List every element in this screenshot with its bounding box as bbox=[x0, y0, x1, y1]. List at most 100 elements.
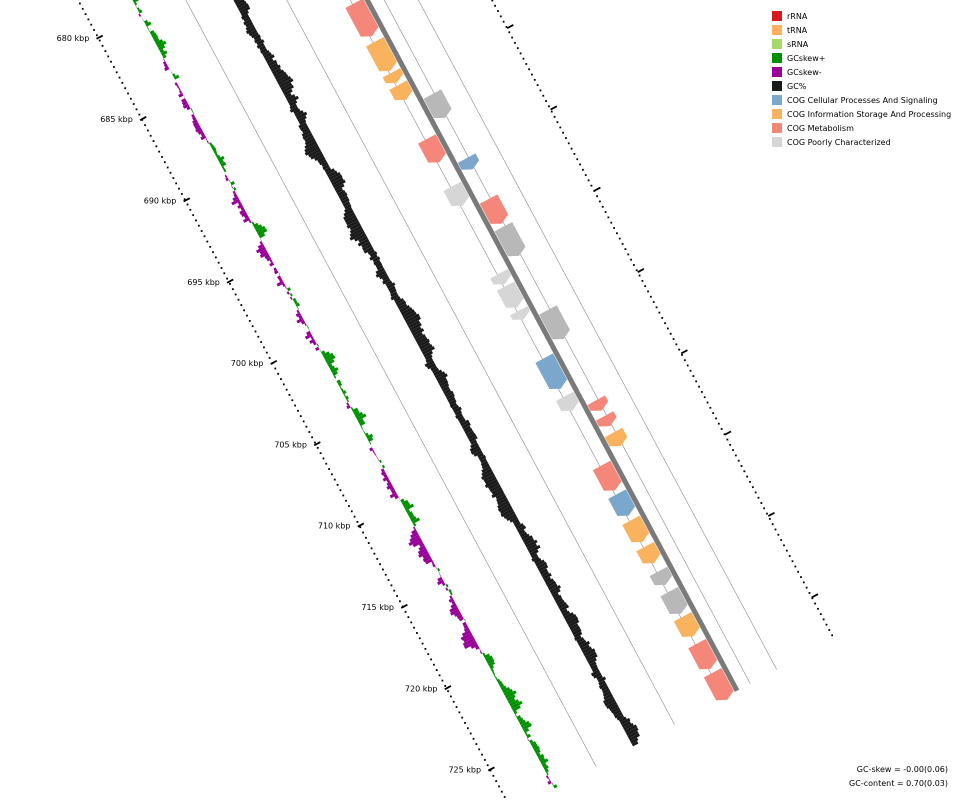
gc-skew-bar bbox=[377, 457, 379, 461]
tick-label: 685 kbp bbox=[100, 115, 133, 124]
tick-dot bbox=[248, 320, 251, 322]
tick-dot bbox=[819, 613, 822, 616]
gc-content-bar bbox=[608, 703, 619, 711]
tick-dot bbox=[365, 536, 367, 539]
tick-dot bbox=[186, 203, 189, 206]
gc-skew-bar bbox=[296, 306, 299, 310]
gc-skew-bar bbox=[460, 632, 473, 641]
gc-content-bar bbox=[597, 676, 607, 683]
tick-dot bbox=[481, 753, 483, 756]
gc-content-bar bbox=[424, 360, 435, 368]
tick-dot bbox=[124, 87, 127, 90]
gc-content-bar bbox=[310, 151, 323, 160]
gc-content-bar bbox=[324, 166, 332, 173]
gc-skew-bar bbox=[346, 402, 350, 406]
gc-skew-bar bbox=[386, 484, 394, 490]
gc-skew-bar bbox=[363, 430, 366, 435]
tick-dot bbox=[418, 637, 421, 640]
tick-dot bbox=[700, 391, 703, 393]
tick-dot bbox=[263, 346, 265, 349]
gc-skew-bar bbox=[178, 87, 181, 91]
gc-content-bar bbox=[289, 106, 299, 113]
gc-content-bar bbox=[543, 576, 552, 583]
tick-dot bbox=[703, 396, 706, 399]
gc-skew-bar bbox=[329, 365, 336, 371]
tick-dot bbox=[635, 269, 638, 272]
gc-skew-bar bbox=[530, 741, 537, 747]
gc-skew-bar bbox=[537, 753, 545, 760]
gene-feature bbox=[622, 515, 650, 543]
gene-feature bbox=[382, 68, 404, 84]
gc-content-bar bbox=[369, 254, 378, 261]
gc-content-bar bbox=[455, 412, 463, 419]
gc-content-bar bbox=[405, 313, 420, 324]
gc-content-bar bbox=[375, 262, 383, 268]
gc-skew-bar bbox=[178, 92, 184, 98]
gc-skew-bar bbox=[366, 433, 374, 440]
gc-skew-bar bbox=[295, 302, 301, 308]
gc-content-bar bbox=[477, 452, 484, 459]
tick-dot bbox=[763, 507, 766, 510]
tick-dot bbox=[438, 674, 441, 677]
gc-skew-bar bbox=[412, 539, 423, 548]
gc-skew-bar bbox=[370, 444, 372, 448]
tick-dot bbox=[817, 607, 819, 610]
tick-dot bbox=[822, 618, 825, 621]
gc-skew-bar bbox=[237, 203, 244, 209]
gc-content-bar bbox=[318, 159, 327, 166]
gc-skew-bar bbox=[356, 413, 367, 421]
ring-line bbox=[185, 0, 597, 767]
gc-content-bar bbox=[412, 328, 425, 337]
gc-content-bar bbox=[496, 494, 507, 503]
gc-content-bar bbox=[334, 183, 345, 191]
tick-dot bbox=[746, 475, 749, 478]
gc-skew-bar bbox=[296, 309, 300, 314]
gc-content-bar bbox=[281, 84, 294, 94]
gc-skew-bar bbox=[359, 420, 366, 427]
genome-backbone bbox=[364, 0, 740, 692]
gc-skew-bar bbox=[248, 219, 252, 224]
gc-skew-bar bbox=[273, 270, 279, 275]
gc-skew-bar bbox=[461, 629, 472, 637]
tick-dot bbox=[435, 669, 438, 671]
legend-label: COG Information Storage And Processing bbox=[787, 109, 952, 119]
tick-dot bbox=[449, 695, 452, 698]
gc-skew-bar bbox=[231, 198, 241, 206]
gc-skew-bar bbox=[143, 19, 149, 25]
gc-skew-stat: GC-skew = -0.00(0.06) bbox=[856, 765, 948, 774]
gc-skew-bar bbox=[534, 749, 541, 755]
gc-content-bar bbox=[339, 195, 349, 202]
tick-dot bbox=[132, 103, 135, 105]
tick-dot bbox=[649, 295, 652, 298]
gc-skew-bar bbox=[315, 346, 320, 352]
gc-skew-bar bbox=[296, 317, 304, 324]
tick-label: 715 kbp bbox=[361, 603, 394, 612]
gc-skew-bar bbox=[424, 558, 433, 565]
gc-skew-bar bbox=[410, 515, 417, 522]
tick-dot bbox=[475, 743, 478, 745]
tick-dot bbox=[565, 137, 567, 139]
gc-skew-bar bbox=[357, 418, 364, 424]
gc-skew-bar bbox=[523, 727, 530, 733]
gc-skew-bar bbox=[200, 135, 207, 141]
gc-skew-bar bbox=[449, 595, 453, 600]
tick-dot bbox=[319, 452, 322, 455]
gc-content-bar bbox=[407, 320, 421, 329]
tick-dot bbox=[483, 759, 486, 761]
tick-dot bbox=[314, 441, 316, 444]
tick-dot bbox=[110, 60, 112, 63]
gc-skew-bar bbox=[333, 375, 337, 379]
gc-skew-bar bbox=[353, 410, 360, 416]
legend-item-cog-cellular: COG Cellular Processes And Signaling bbox=[772, 93, 951, 107]
tick-dot bbox=[604, 211, 607, 213]
gc-content-bar bbox=[345, 217, 358, 226]
tick-dot bbox=[444, 684, 447, 687]
gc-skew-bar bbox=[173, 74, 180, 80]
gc-skew-bar bbox=[451, 600, 456, 605]
gc-content-bar bbox=[341, 197, 350, 205]
tick-dot bbox=[630, 258, 632, 261]
gc-skew-bar bbox=[225, 177, 229, 182]
gc-content-bar bbox=[612, 709, 622, 716]
gc-content-bar bbox=[422, 346, 435, 355]
gc-content-bar bbox=[481, 471, 494, 480]
